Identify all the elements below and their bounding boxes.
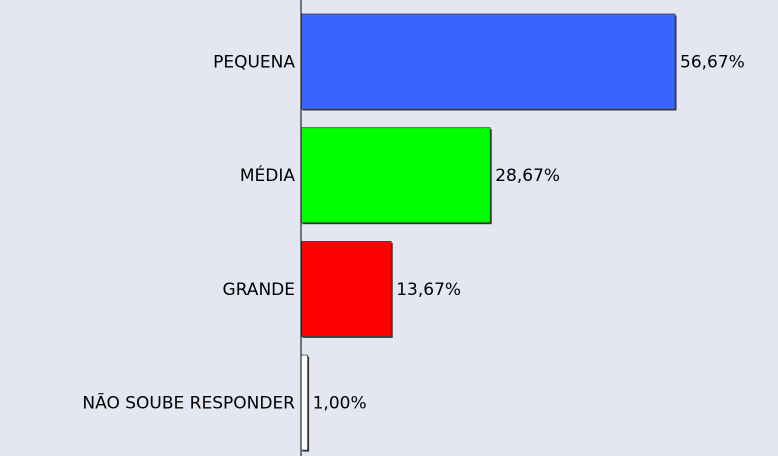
bar [300, 13, 676, 110]
value-label: 13,67% [396, 280, 461, 300]
value-label: 1,00% [313, 394, 367, 414]
category-label: PEQUENA [213, 53, 295, 73]
bar [300, 127, 491, 224]
category-label: GRANDE [223, 280, 295, 300]
value-label: 28,67% [495, 166, 560, 186]
value-label: 56,67% [680, 53, 745, 73]
category-label: MÉDIA [240, 164, 296, 186]
bar [300, 354, 308, 451]
bar [300, 240, 392, 337]
category-label: NÃO SOUBE RESPONDER [82, 392, 295, 414]
